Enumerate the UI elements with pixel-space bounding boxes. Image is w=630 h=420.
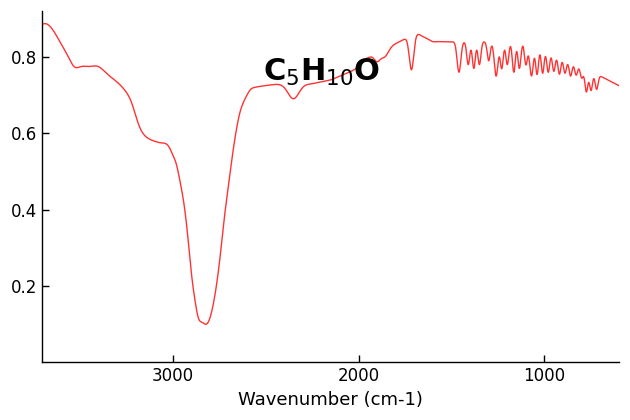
- X-axis label: Wavenumber (cm-1): Wavenumber (cm-1): [238, 391, 423, 409]
- Text: C$_5$H$_{10}$O: C$_5$H$_{10}$O: [263, 57, 380, 88]
